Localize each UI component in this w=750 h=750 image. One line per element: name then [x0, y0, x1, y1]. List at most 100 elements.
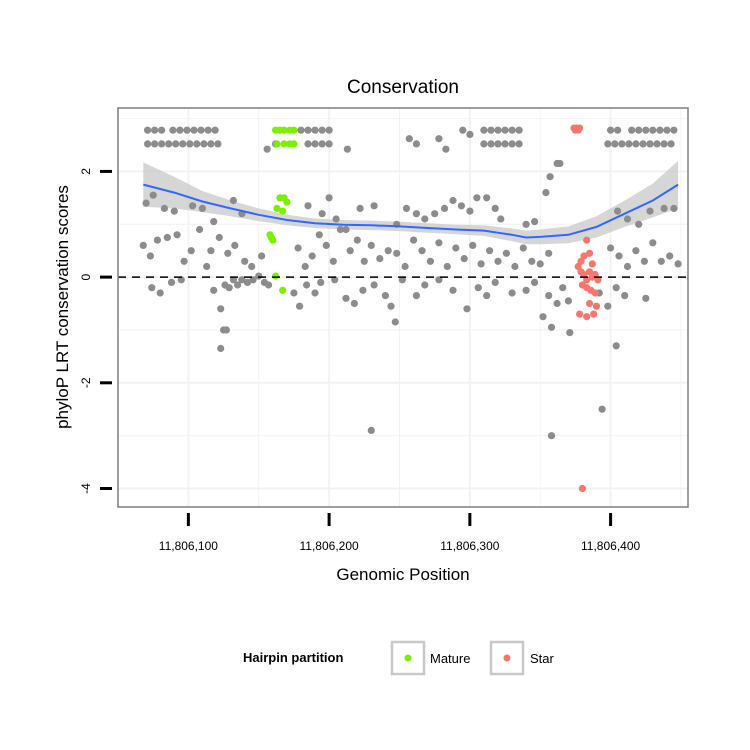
point-other [502, 249, 510, 257]
point-other [311, 126, 319, 134]
point-other [229, 276, 237, 284]
point-other [466, 207, 474, 215]
point-other [566, 329, 574, 337]
point-other [491, 204, 499, 212]
point-other [332, 215, 340, 223]
point-other [615, 252, 623, 260]
point-mature [280, 140, 288, 148]
point-other [207, 247, 215, 255]
point-other [466, 130, 474, 138]
point-other [412, 210, 420, 218]
point-star [583, 236, 591, 244]
point-other [190, 126, 198, 134]
point-other [553, 299, 561, 308]
legend-dot-star [503, 654, 511, 662]
point-star [594, 276, 602, 284]
point-other [501, 140, 509, 148]
point-other [547, 323, 556, 331]
x-axis: 11,806,100 11,806,200 11,806,300 11,806,400 [159, 513, 641, 553]
point-star [585, 299, 594, 308]
smooth-ribbon-layer [143, 160, 679, 245]
point-other [442, 145, 450, 153]
point-other [325, 126, 333, 134]
point-star [583, 276, 591, 284]
point-other [635, 220, 643, 228]
point-mature [279, 286, 287, 294]
point-other [391, 318, 399, 326]
point-other [211, 126, 219, 134]
point-other [229, 196, 237, 205]
point-other [611, 140, 619, 148]
x-tick-label: 11,806,300 [440, 539, 499, 553]
point-other [343, 145, 351, 153]
point-other [547, 432, 556, 440]
point-other [303, 281, 311, 289]
point-other [656, 126, 664, 134]
point-other [325, 140, 333, 148]
point-other [623, 262, 632, 271]
point-other [149, 191, 157, 199]
point-other [356, 204, 364, 212]
point-other [449, 196, 457, 205]
y-axis-title: phyloP LRT conservation scores [53, 185, 72, 429]
point-other [301, 262, 309, 271]
point-other [519, 244, 527, 252]
point-other [172, 140, 180, 148]
point-other [621, 292, 629, 300]
legend: Hairpin partition Mature Star [243, 640, 555, 676]
point-other [646, 207, 654, 215]
point-other [405, 135, 413, 143]
point-other [290, 289, 298, 297]
point-other [640, 257, 649, 265]
point-star [585, 268, 594, 276]
point-other [249, 276, 257, 284]
point-other [318, 126, 326, 134]
point-other [360, 257, 368, 265]
point-other [494, 257, 502, 265]
smooth-line-layer [143, 183, 679, 239]
point-other [318, 140, 326, 148]
point-other [635, 126, 643, 134]
point-other [642, 294, 650, 302]
legend-item-mature: Mature [390, 640, 470, 676]
point-other [318, 210, 326, 218]
point-other [511, 262, 519, 271]
point-other [367, 426, 375, 434]
point-other [632, 247, 640, 255]
point-other [263, 145, 271, 153]
point-other [480, 140, 488, 148]
point-other [542, 189, 550, 197]
point-other [179, 140, 187, 148]
point-other [460, 255, 468, 263]
point-other [222, 326, 230, 334]
x-tick-label: 11,806,100 [159, 539, 218, 553]
point-other [531, 218, 539, 226]
point-other [449, 286, 457, 294]
point-other [255, 272, 263, 280]
point-other [452, 244, 460, 252]
point-other [501, 126, 509, 134]
point-other [639, 140, 647, 148]
point-other [421, 281, 429, 289]
point-other [477, 260, 485, 268]
point-star [576, 310, 584, 318]
point-other [657, 257, 665, 265]
point-other [435, 276, 443, 284]
point-mature [290, 126, 298, 134]
point-other [198, 204, 206, 212]
point-other [167, 278, 176, 286]
point-other [618, 140, 626, 148]
point-other [204, 126, 212, 134]
point-other [170, 207, 178, 215]
point-other [494, 126, 502, 134]
point-other [463, 305, 471, 313]
point-other [210, 218, 218, 226]
point-other [234, 281, 242, 289]
point-other [151, 126, 159, 134]
plot-panel [118, 108, 688, 507]
point-other [486, 247, 494, 255]
point-other [308, 252, 316, 260]
point-other [193, 140, 201, 148]
point-other [497, 215, 505, 223]
point-other [457, 202, 465, 210]
